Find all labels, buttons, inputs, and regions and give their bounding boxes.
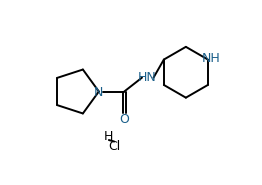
Text: N: N <box>94 86 103 99</box>
Text: H: H <box>104 130 113 143</box>
Text: HN: HN <box>138 71 157 84</box>
Text: Cl: Cl <box>108 140 120 153</box>
Text: O: O <box>119 113 129 127</box>
Text: NH: NH <box>201 52 220 65</box>
